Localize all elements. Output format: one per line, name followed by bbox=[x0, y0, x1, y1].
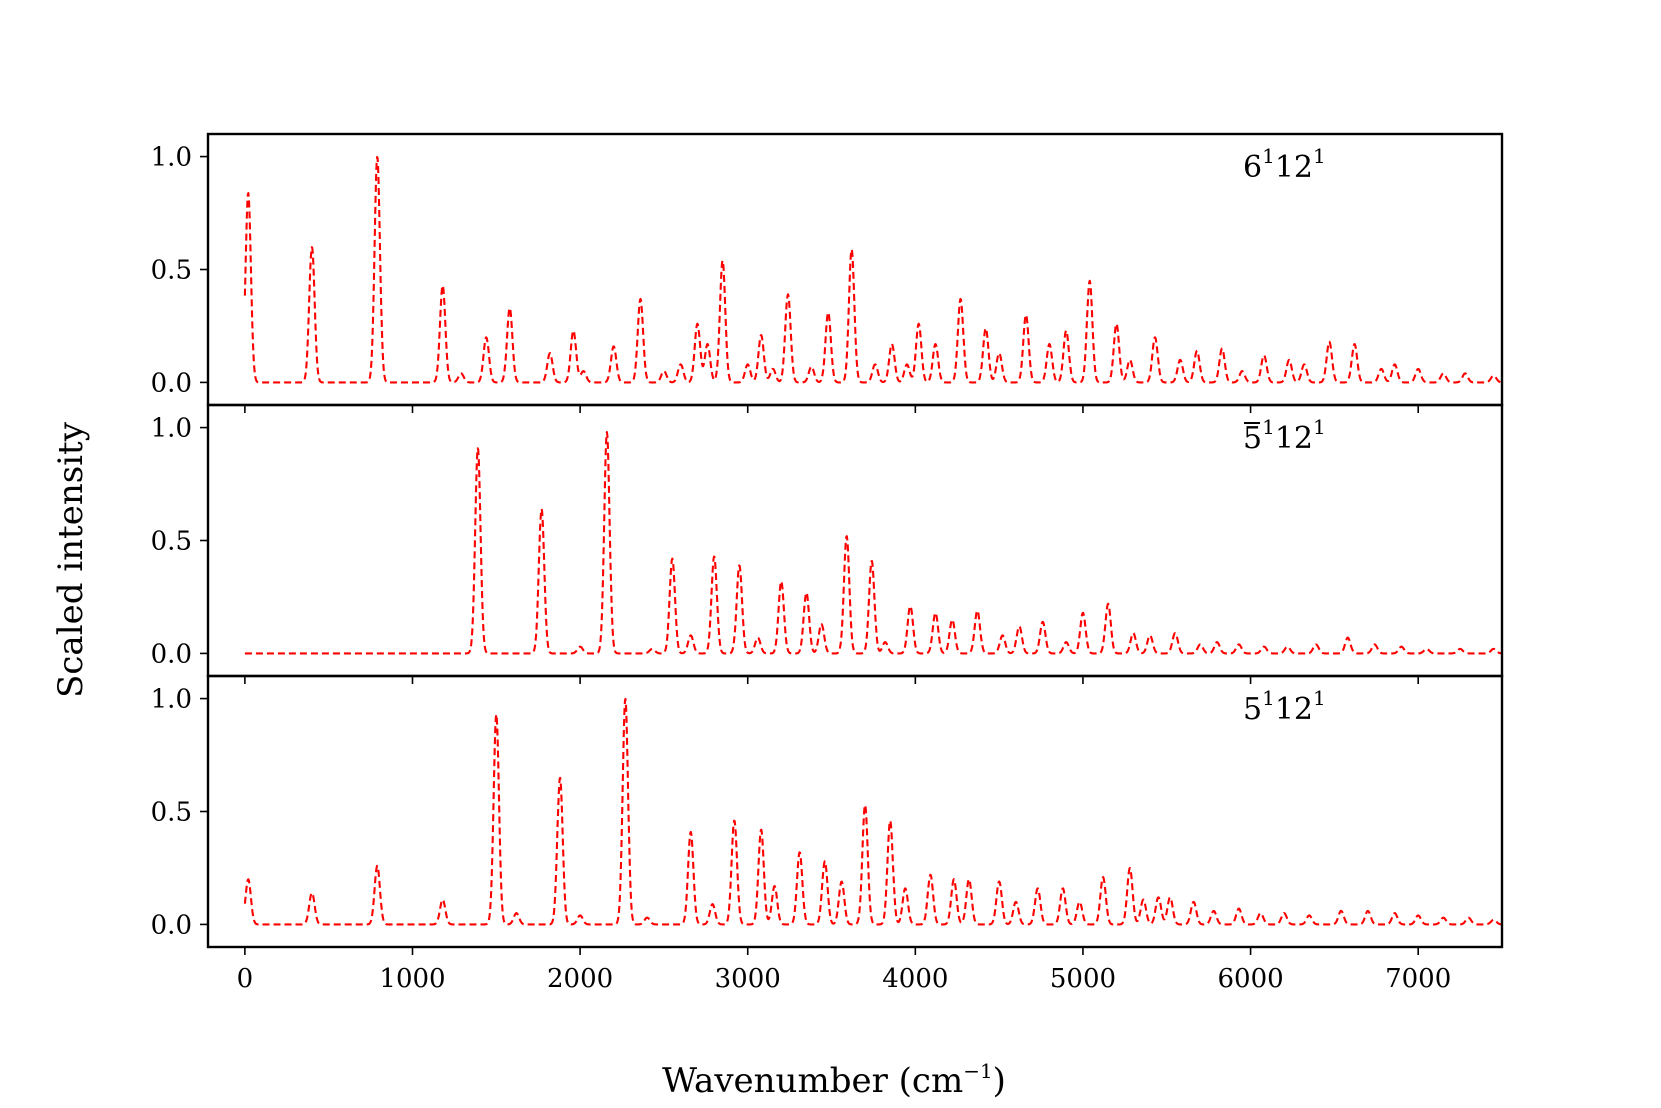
y-tick-label: 0.0 bbox=[151, 639, 192, 669]
x-axis-ticks: 0 1000 2000 3000 4000 5000 6000 7000 bbox=[237, 405, 1451, 994]
y-tick-label: 1.0 bbox=[151, 414, 192, 444]
panel-label-superscript: 1 bbox=[1262, 686, 1275, 710]
panel-label-mode: 12 bbox=[1275, 692, 1313, 727]
panel-label-3: 51121 bbox=[1243, 686, 1326, 727]
x-tick-label: 5000 bbox=[1050, 964, 1116, 994]
y-axis-label: Scaled intensity bbox=[51, 421, 91, 698]
x-axis-label-superscript: −1 bbox=[963, 1059, 992, 1083]
x-tick-label: 4000 bbox=[882, 964, 948, 994]
panel-label-mode: 12 bbox=[1275, 150, 1313, 185]
panel-label-base: 6 bbox=[1243, 150, 1262, 185]
panel-label-base: 5 bbox=[1243, 692, 1262, 727]
y-tick-label: 0.0 bbox=[151, 910, 192, 940]
y-tick-label: 0.0 bbox=[151, 368, 192, 398]
x-axis-label: Wavenumber (cm−1) bbox=[662, 1059, 1006, 1101]
x-tick-label: 2000 bbox=[547, 964, 613, 994]
x-tick-label: 6000 bbox=[1217, 964, 1283, 994]
spectrum-line-panel-3 bbox=[243, 697, 1502, 926]
panel-label-mode: 12 bbox=[1275, 421, 1313, 456]
x-tick-label: 1000 bbox=[379, 964, 445, 994]
panel-label-superscript: 1 bbox=[1313, 686, 1326, 710]
x-axis-label-close: ) bbox=[993, 1061, 1006, 1101]
spectrum-line-panel-1 bbox=[243, 155, 1502, 384]
panel-label-superscript: 1 bbox=[1313, 144, 1326, 168]
y-tick-label: 0.5 bbox=[151, 527, 192, 557]
y-tick-label: 0.5 bbox=[151, 256, 192, 286]
y-tick-label: 0.5 bbox=[151, 798, 192, 828]
x-tick-label: 3000 bbox=[715, 964, 781, 994]
panel-3: 0.00.51.0 51121 bbox=[151, 674, 1504, 949]
panel-label-superscript: 1 bbox=[1313, 415, 1326, 439]
panel-2: 0.00.51.0 51121 bbox=[151, 403, 1504, 678]
spectrum-line-panel-2 bbox=[244, 431, 1502, 655]
panel-label-base: 5 bbox=[1243, 421, 1262, 456]
panel-label-1: 61121 bbox=[1243, 144, 1326, 185]
panel-label-superscript: 1 bbox=[1262, 144, 1275, 168]
panel-label-superscript: 1 bbox=[1262, 415, 1275, 439]
panel-1: 0.00.51.0 61121 bbox=[151, 132, 1504, 407]
x-tick-label: 0 bbox=[237, 964, 254, 994]
y-tick-label: 1.0 bbox=[151, 685, 192, 715]
y-tick-label: 1.0 bbox=[151, 143, 192, 173]
x-tick-label: 7000 bbox=[1385, 964, 1451, 994]
panel-label-2: 51121 bbox=[1243, 415, 1326, 456]
